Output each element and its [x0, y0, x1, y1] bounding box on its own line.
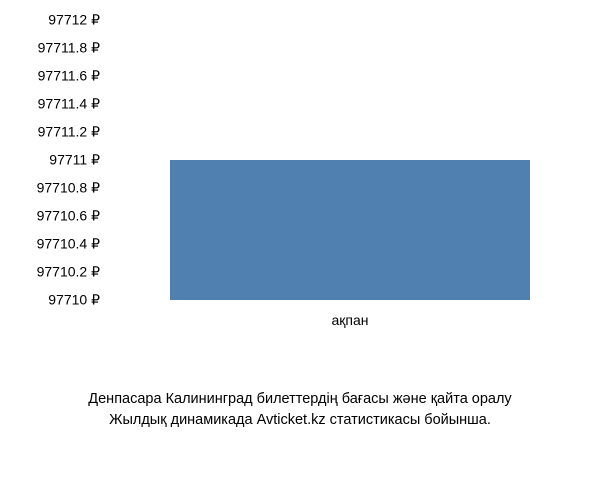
y-axis-tick-label: 97710.8 ₽: [37, 180, 100, 197]
chart-container: 97712 ₽ 97711.8 ₽ 97711.6 ₽ 97711.4 ₽ 97711.…: [0, 0, 600, 500]
bar: [170, 160, 530, 300]
caption-line-2: Жылдық динамикада Avticket.kz статистика…: [0, 410, 600, 430]
y-axis-tick-label: 97710.6 ₽: [37, 208, 100, 225]
y-axis-tick-label: 97711.2 ₽: [38, 124, 100, 141]
y-axis-tick-label: 97711 ₽: [49, 152, 100, 169]
y-axis-tick-label: 97710.4 ₽: [37, 236, 100, 253]
y-axis-tick-label: 97710.2 ₽: [37, 264, 100, 281]
chart-caption: Денпасара Калининград билеттердің бағасы…: [0, 389, 600, 430]
y-axis-tick-label: 97712 ₽: [48, 12, 100, 29]
y-axis-tick-label: 97710 ₽: [48, 292, 100, 309]
caption-line-1: Денпасара Калининград билеттердің бағасы…: [0, 389, 600, 409]
y-axis-tick-label: 97711.6 ₽: [38, 68, 100, 85]
y-axis-tick-label: 97711.8 ₽: [38, 40, 100, 57]
y-axis-tick-label: 97711.4 ₽: [38, 96, 100, 113]
plot-area: ақпан: [110, 20, 590, 300]
x-axis-tick-label: ақпан: [331, 312, 368, 328]
